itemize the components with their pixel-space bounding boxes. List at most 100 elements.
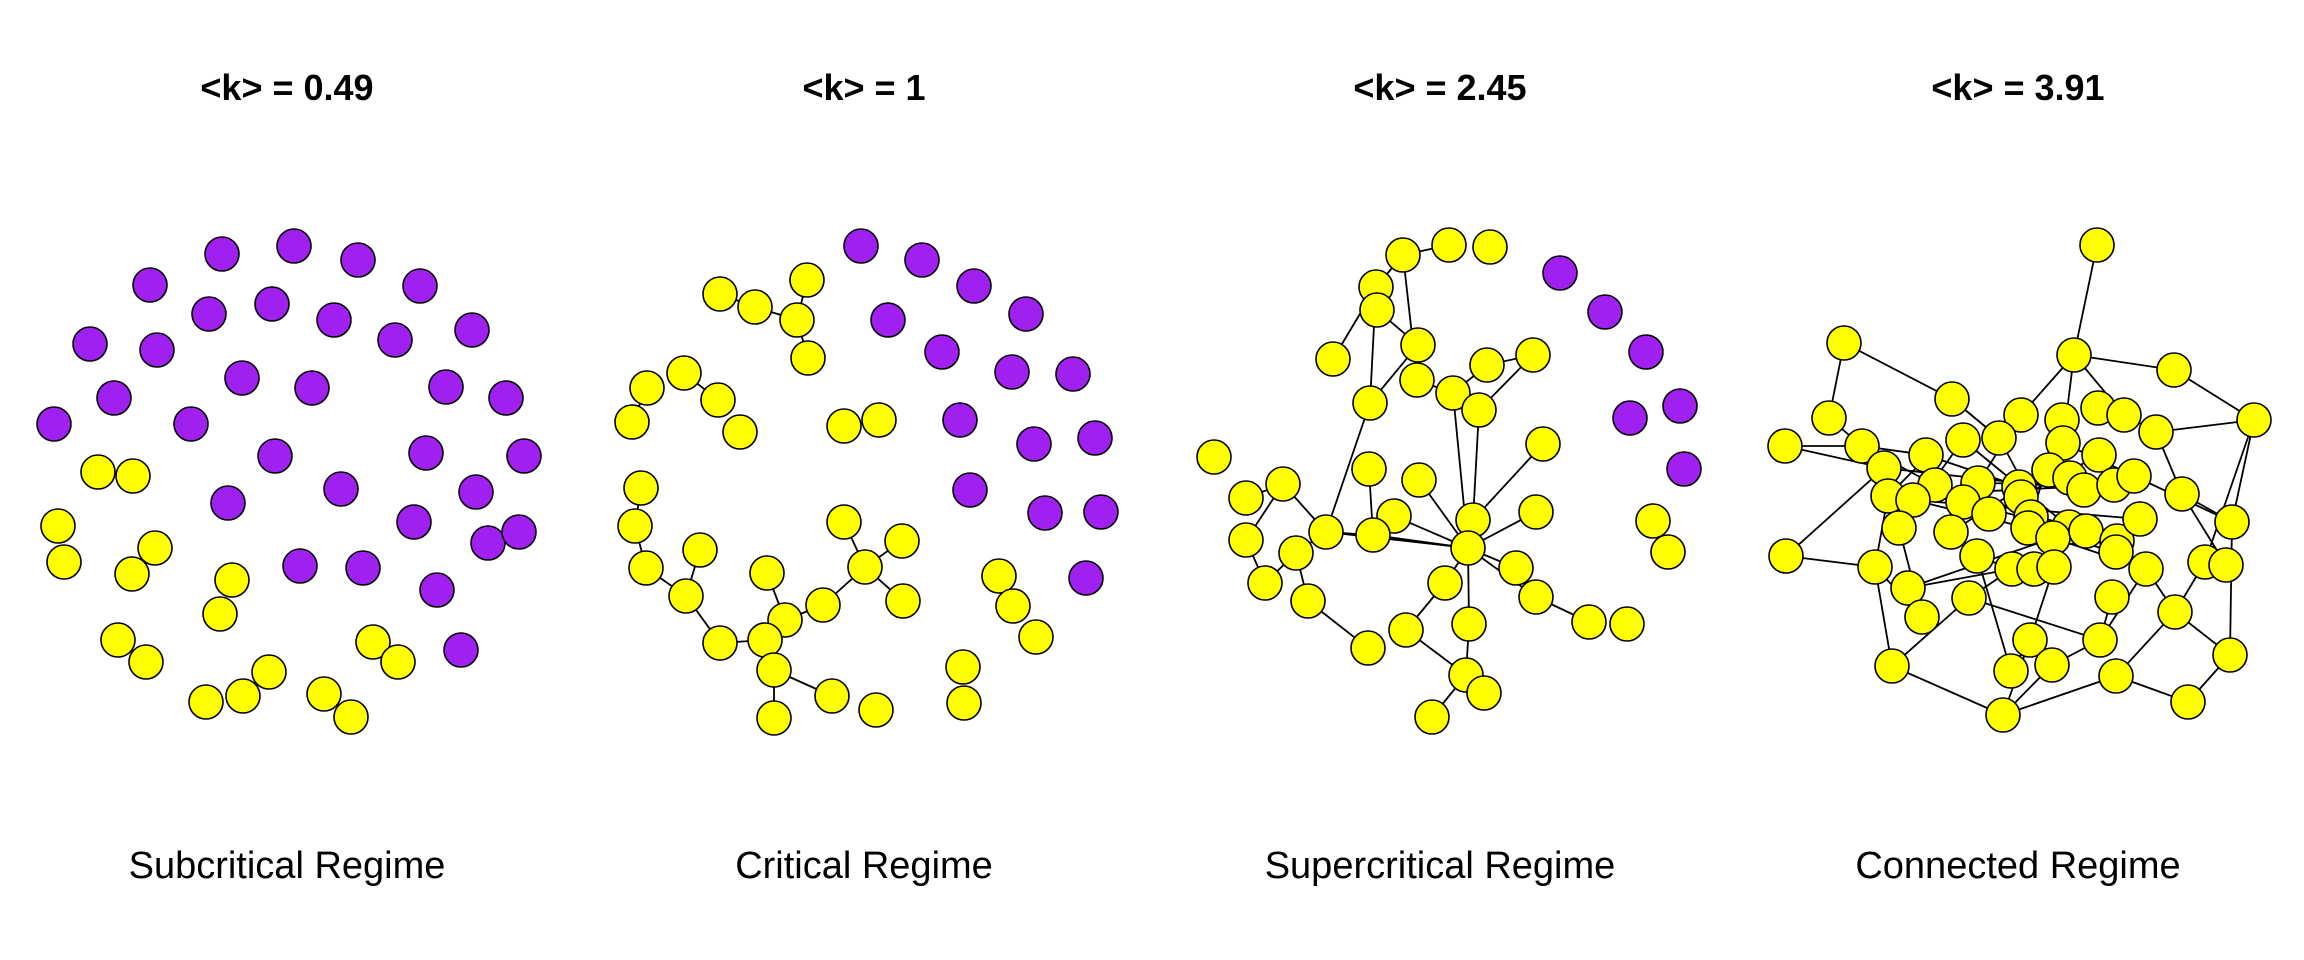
network-node-isolated xyxy=(1055,356,1091,392)
network-node-isolated xyxy=(458,474,494,510)
nodes-subcritical xyxy=(36,228,542,735)
network-node-component xyxy=(682,532,718,568)
network-edge xyxy=(2073,244,2098,356)
network-node-component xyxy=(1228,480,1264,516)
network-node-component xyxy=(885,583,921,619)
network-node-isolated xyxy=(994,354,1030,390)
network-node-component xyxy=(2066,472,2102,508)
network-node-component xyxy=(1461,392,1497,428)
network-node-component xyxy=(2212,637,2248,673)
network-node-component xyxy=(1498,550,1534,586)
network-node-component xyxy=(2003,397,2039,433)
network-node-component xyxy=(1515,337,1551,373)
network-node-isolated xyxy=(470,525,506,561)
network-node-isolated xyxy=(191,296,227,332)
network-node-isolated xyxy=(377,322,413,358)
network-node-component xyxy=(333,699,369,735)
network-node-component xyxy=(747,622,783,658)
network-node-component xyxy=(749,555,785,591)
network-node-component xyxy=(355,624,391,660)
network-node-component xyxy=(1278,535,1314,571)
panel-supercritical: <k> = 2.45 Supercritical Regime xyxy=(1196,67,1702,887)
network-node-component xyxy=(1385,237,1421,273)
network-node-isolated xyxy=(210,485,246,521)
network-node-component xyxy=(1265,466,1301,502)
network-node-component xyxy=(2068,513,2104,549)
network-node-component xyxy=(1890,570,1926,606)
network-node-isolated xyxy=(843,228,879,264)
network-node-component xyxy=(1435,375,1471,411)
network-node-isolated xyxy=(254,286,290,322)
network-node-isolated xyxy=(96,380,132,416)
network-node-component xyxy=(1472,229,1508,265)
network-node-component xyxy=(1351,451,1387,487)
network-node-isolated xyxy=(1027,495,1063,531)
network-edge xyxy=(1785,467,1885,557)
network-node-component xyxy=(945,649,981,685)
network-node-component xyxy=(2034,647,2070,683)
network-node-component xyxy=(1635,503,1671,539)
network-node-component xyxy=(2081,437,2117,473)
network-node-component xyxy=(2214,504,2250,540)
network-node-component xyxy=(1811,400,1847,436)
network-node-isolated xyxy=(506,438,542,474)
network-node-component xyxy=(1985,697,2021,733)
network-node-isolated xyxy=(345,550,381,586)
network-node-component xyxy=(128,644,164,680)
network-node-component xyxy=(1518,494,1554,530)
network-node-isolated xyxy=(257,438,293,474)
network-node-component xyxy=(2116,458,2152,494)
network-node-component xyxy=(756,652,792,688)
network-node-component xyxy=(1290,583,1326,619)
network-node-component xyxy=(737,289,773,325)
network-node-isolated xyxy=(956,268,992,304)
network-node-component xyxy=(1959,538,1995,574)
network-node-component xyxy=(1525,426,1561,462)
network-node-component xyxy=(1518,579,1554,615)
network-node-component xyxy=(614,404,650,440)
network-node-isolated xyxy=(132,267,168,303)
panel-title-supercritical: <k> = 2.45 xyxy=(1353,67,1526,108)
network-node-component xyxy=(1609,606,1645,642)
network-node-component xyxy=(1350,630,1386,666)
network-node-isolated xyxy=(1083,494,1119,530)
panel-caption-supercritical: Supercritical Regime xyxy=(1265,845,1616,887)
network-edge xyxy=(1843,342,1953,400)
network-node-component xyxy=(40,508,76,544)
network-node-component xyxy=(946,685,982,721)
network-node-isolated xyxy=(139,332,175,368)
network-node-component xyxy=(2036,549,2072,585)
network-node-component xyxy=(1933,514,1969,550)
network-node-component xyxy=(805,587,841,623)
network-edge xyxy=(1325,531,1469,549)
network-node-component xyxy=(1352,385,1388,421)
network-node-component xyxy=(858,692,894,728)
network-node-isolated xyxy=(1587,294,1623,330)
network-node-component xyxy=(100,622,136,658)
network-edge xyxy=(1976,555,2012,672)
network-node-isolated xyxy=(173,406,209,442)
network-node-component xyxy=(1469,347,1505,383)
network-node-component xyxy=(46,544,82,580)
network-node-isolated xyxy=(340,242,376,278)
network-node-component xyxy=(2138,414,2174,450)
network-node-isolated xyxy=(204,236,240,272)
network-node-component xyxy=(2082,622,2118,658)
network-node-component xyxy=(1359,292,1395,328)
network-node-component xyxy=(756,700,792,736)
network-node-component xyxy=(2208,547,2244,583)
network-node-isolated xyxy=(72,326,108,362)
network-node-component xyxy=(617,508,653,544)
network-edge xyxy=(2229,521,2233,656)
network-edge xyxy=(1891,665,2004,716)
network-node-component xyxy=(1767,428,1803,464)
network-node-isolated xyxy=(316,302,352,338)
network-node-component xyxy=(2098,658,2134,694)
panel-title-critical: <k> = 1 xyxy=(802,67,925,108)
panel-critical: <k> = 1 Critical Regime xyxy=(614,67,1119,887)
network-node-isolated xyxy=(904,242,940,278)
network-node-isolated xyxy=(443,632,479,668)
network-node-isolated xyxy=(428,369,464,405)
network-node-isolated xyxy=(942,402,978,438)
network-node-component xyxy=(2170,684,2206,720)
